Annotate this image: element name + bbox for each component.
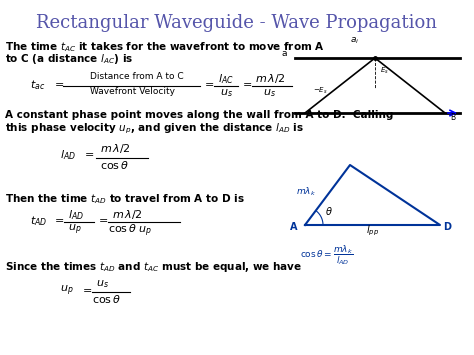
Text: $u_s$: $u_s$ <box>220 87 233 99</box>
Text: $l_{AD}$: $l_{AD}$ <box>68 208 84 222</box>
Text: $a_i$: $a_i$ <box>350 36 360 46</box>
Text: $=$: $=$ <box>52 214 64 224</box>
Text: $m\lambda_k$: $m\lambda_k$ <box>295 186 316 198</box>
Text: D: D <box>443 222 451 232</box>
Text: $l_{pp}$: $l_{pp}$ <box>366 223 379 238</box>
Text: $m\,\lambda/2$: $m\,\lambda/2$ <box>255 72 285 85</box>
Text: A constant phase point moves along the wall from A to D.  Calling: A constant phase point moves along the w… <box>5 110 393 120</box>
Text: $=$: $=$ <box>82 148 94 158</box>
Text: $E_s$: $E_s$ <box>380 66 389 76</box>
Text: $l_{AD}$: $l_{AD}$ <box>60 148 76 162</box>
Text: Wavefront Velocity: Wavefront Velocity <box>90 87 175 96</box>
Text: Distance from A to C: Distance from A to C <box>90 72 183 81</box>
Text: $u_s$: $u_s$ <box>263 87 276 99</box>
Text: $u_p$: $u_p$ <box>60 284 73 299</box>
Text: $t_{ac}$: $t_{ac}$ <box>30 78 46 92</box>
Text: $u_s$: $u_s$ <box>96 278 109 290</box>
Text: $\cos\theta\; u_p$: $\cos\theta\; u_p$ <box>108 223 152 239</box>
Text: $=$: $=$ <box>52 78 64 88</box>
Text: $\cos\theta = \dfrac{m\lambda_k}{l_{AD}}$: $\cos\theta = \dfrac{m\lambda_k}{l_{AD}}… <box>300 243 353 267</box>
Text: $=$: $=$ <box>80 284 92 294</box>
Text: $\cos\theta$: $\cos\theta$ <box>100 159 129 171</box>
Text: $m\,\lambda/2$: $m\,\lambda/2$ <box>100 142 130 155</box>
Text: $=$: $=$ <box>96 214 108 224</box>
Text: B: B <box>450 113 455 122</box>
Text: $=$: $=$ <box>202 78 214 88</box>
Text: Since the times $t_{AD}$ and $t_{AC}$ must be equal, we have: Since the times $t_{AD}$ and $t_{AC}$ mu… <box>5 260 302 274</box>
Text: this phase velocity $u_p$, and given the distance $l_{AD}$ is: this phase velocity $u_p$, and given the… <box>5 122 304 136</box>
Text: $u_p$: $u_p$ <box>68 223 82 237</box>
Text: A: A <box>290 222 297 232</box>
Text: Rectangular Waveguide - Wave Propagation: Rectangular Waveguide - Wave Propagation <box>36 14 438 32</box>
Text: $-E_s$: $-E_s$ <box>313 86 328 96</box>
Text: $m\,\lambda/2$: $m\,\lambda/2$ <box>112 208 143 221</box>
Text: to C (a distance $l_{AC}$) is: to C (a distance $l_{AC}$) is <box>5 52 133 66</box>
Text: Then the time $t_{AD}$ to travel from A to D is: Then the time $t_{AD}$ to travel from A … <box>5 192 245 206</box>
Text: $\cos\theta$: $\cos\theta$ <box>92 293 121 305</box>
Text: $=$: $=$ <box>240 78 252 88</box>
Text: $\theta$: $\theta$ <box>325 205 333 217</box>
Text: The time $t_{AC}$ it takes for the wavefront to move from A: The time $t_{AC}$ it takes for the wavef… <box>5 40 325 54</box>
Text: a: a <box>282 49 287 58</box>
Text: $t_{AD}$: $t_{AD}$ <box>30 214 47 228</box>
Text: $l_{AC}$: $l_{AC}$ <box>218 72 234 86</box>
